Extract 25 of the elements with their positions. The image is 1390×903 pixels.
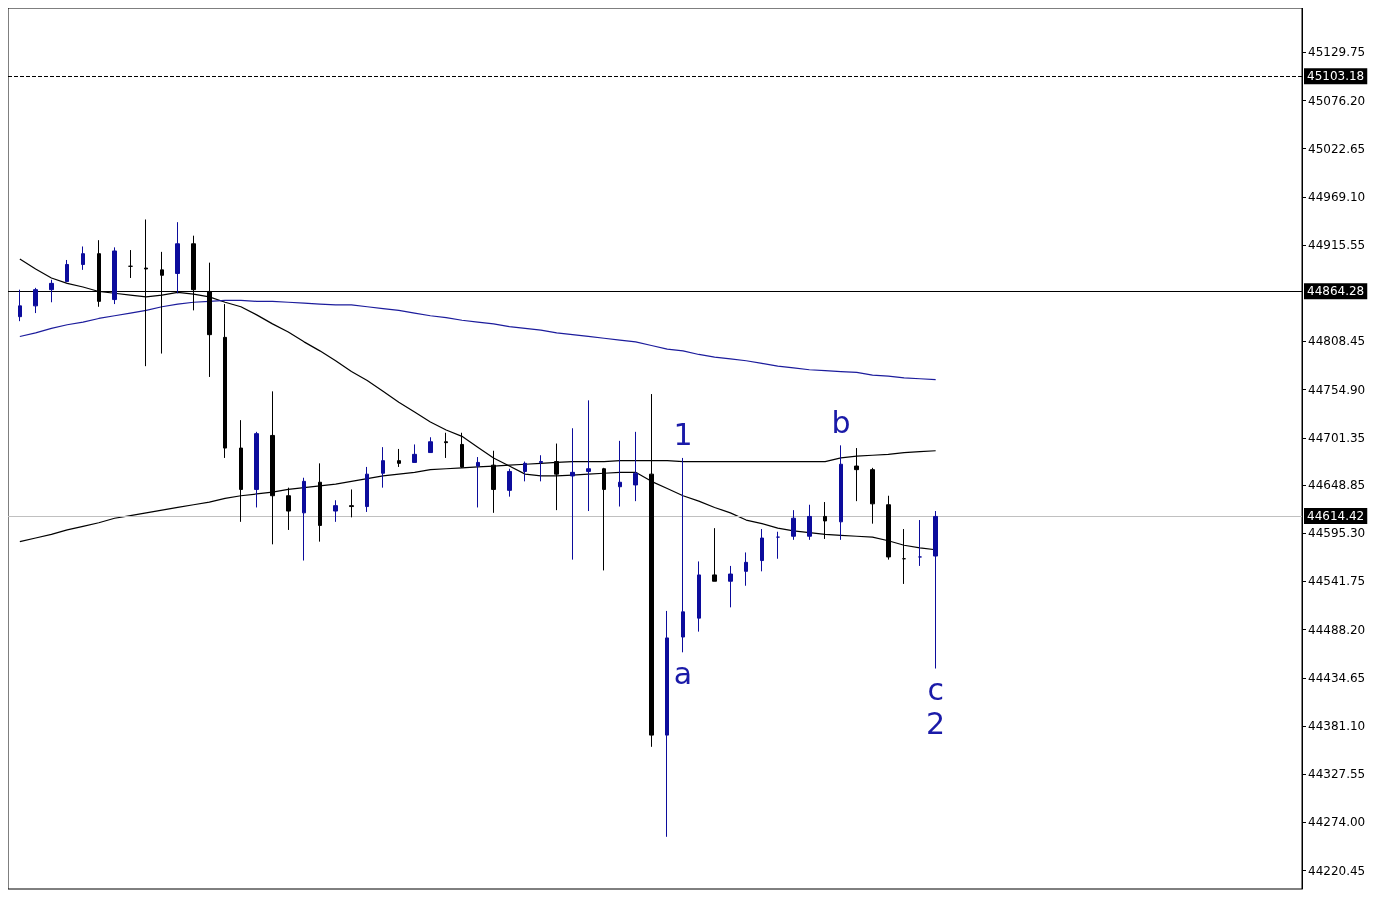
- y-tick-label: 45022.65: [1308, 141, 1366, 156]
- ref-line-label: 45103.18: [1307, 69, 1365, 84]
- annotation: a: [673, 655, 693, 691]
- y-tick-label: 44754.90: [1308, 382, 1366, 397]
- y-tick-label: 45129.75: [1308, 45, 1366, 60]
- y-tick-label: 44648.85: [1308, 478, 1366, 493]
- annotation: c: [927, 672, 944, 708]
- y-tick-label: 44274.00: [1308, 815, 1366, 830]
- y-tick-label: 44969.10: [1308, 189, 1366, 204]
- y-tick-label: 44434.65: [1308, 670, 1366, 685]
- y-tick-label: 45076.20: [1308, 93, 1366, 108]
- y-tick-label: 44541.75: [1308, 574, 1366, 589]
- y-tick-label: 44808.45: [1308, 334, 1366, 349]
- annotation: 1: [673, 417, 693, 453]
- y-tick-label: 44701.35: [1308, 430, 1366, 445]
- annotation: b: [831, 404, 851, 440]
- y-tick-label: 44381.10: [1308, 719, 1366, 734]
- y-tick-label: 44915.55: [1308, 238, 1366, 253]
- ref-line-label: 44614.42: [1307, 509, 1365, 524]
- y-tick-label: 44327.55: [1308, 767, 1366, 782]
- y-tick-label: 44488.20: [1308, 622, 1366, 637]
- annotation: 2: [926, 706, 946, 742]
- y-tick-label: 44595.30: [1308, 526, 1366, 541]
- y-tick-label: 44220.45: [1308, 863, 1366, 878]
- ref-line-label: 44864.28: [1307, 284, 1365, 299]
